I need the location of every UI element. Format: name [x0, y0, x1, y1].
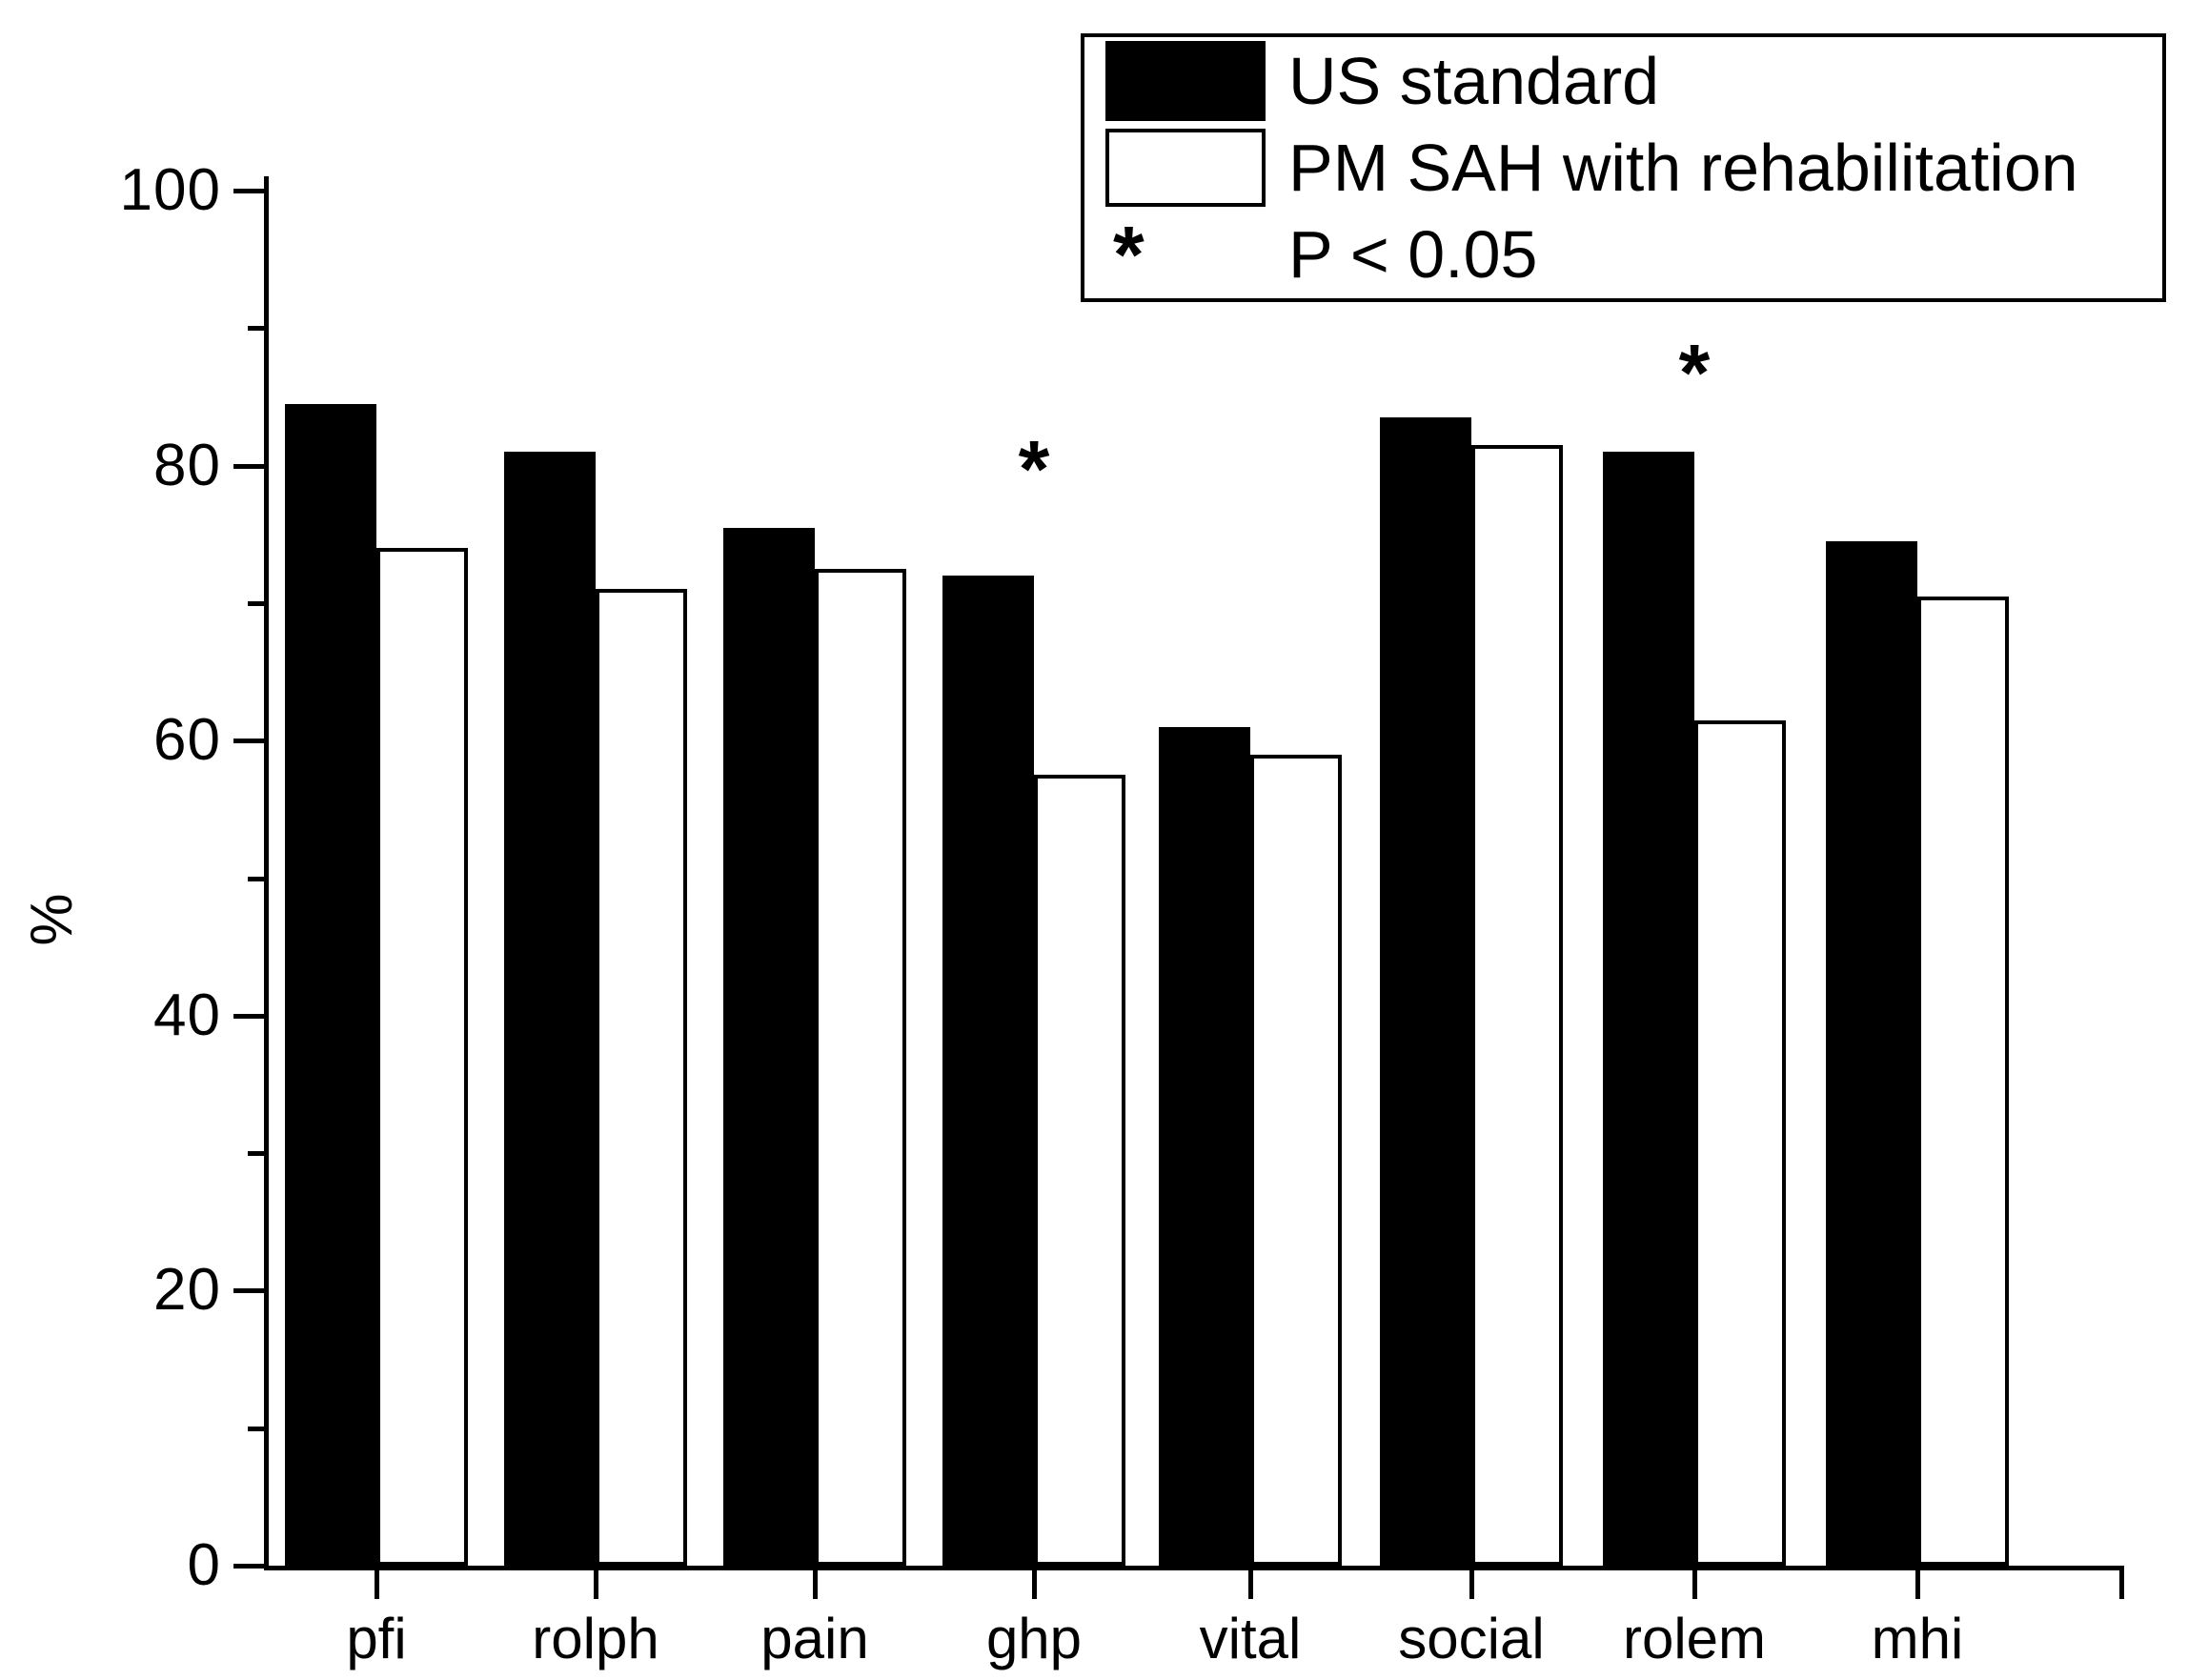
bar-us-standard-pfi [285, 403, 376, 1566]
bar-pm-sah-vital [1250, 754, 1342, 1566]
x-tick-social [1469, 1570, 1474, 1599]
y-major-tick [233, 1288, 264, 1294]
x-tick-rolem [1692, 1570, 1697, 1599]
bar-pm-sah-ghp [1034, 775, 1125, 1566]
x-tick-rolph [594, 1570, 598, 1599]
legend-item-us-standard: US standard [1084, 37, 2162, 124]
x-tick-label-pain: pain [760, 1607, 869, 1670]
x-axis-end-tick [2119, 1570, 2124, 1599]
y-major-tick [233, 1013, 264, 1019]
bar-pm-sah-social [1471, 444, 1563, 1566]
legend-swatch-white [1105, 128, 1266, 207]
x-tick-pfi [375, 1570, 379, 1599]
x-tick-ghp [1032, 1570, 1037, 1599]
y-tick-label: 100 [119, 157, 221, 223]
legend-significance-label: P < 0.05 [1288, 216, 1538, 292]
bar-us-standard-mhi [1826, 540, 1917, 1566]
bar-pm-sah-pain [815, 568, 906, 1566]
y-tick-label: 0 [187, 1532, 221, 1598]
y-tick-label: 40 [153, 982, 221, 1048]
legend-label-us-standard: US standard [1288, 43, 1660, 118]
x-tick-mhi [1915, 1570, 1920, 1599]
x-tick-label-rolem: rolem [1622, 1607, 1767, 1670]
x-tick-label-ghp: ghp [985, 1607, 1083, 1670]
legend-significance-row: * P < 0.05 [1084, 211, 2162, 297]
y-minor-tick [248, 876, 264, 881]
bar-pm-sah-rolem [1694, 719, 1786, 1566]
bar-pm-sah-pfi [376, 548, 468, 1566]
bar-us-standard-pain [723, 527, 815, 1566]
y-tick-label: 60 [153, 707, 221, 774]
y-minor-tick [248, 600, 264, 606]
bar-us-standard-rolem [1603, 452, 1694, 1566]
significance-asterisk-rolem: * [1678, 327, 1711, 417]
bar-pm-sah-mhi [1917, 596, 2009, 1566]
x-axis [264, 1566, 2124, 1570]
x-tick-label-vital: vital [1199, 1607, 1302, 1670]
y-tick-label: 80 [153, 432, 221, 498]
x-tick-vital [1248, 1570, 1253, 1599]
y-axis [264, 176, 269, 1570]
x-tick-label-rolph: rolph [532, 1607, 659, 1670]
bar-us-standard-vital [1159, 726, 1250, 1566]
significance-asterisk-ghp: * [1018, 423, 1050, 514]
y-major-tick [233, 1564, 264, 1569]
bar-us-standard-ghp [942, 576, 1034, 1566]
y-minor-tick [248, 326, 264, 332]
bar-us-standard-social [1380, 417, 1471, 1566]
bar-us-standard-rolph [504, 452, 596, 1566]
y-major-tick [233, 189, 264, 193]
y-minor-tick [248, 1426, 264, 1431]
y-major-tick [233, 739, 264, 744]
x-tick-pain [813, 1570, 818, 1599]
legend: US standard PM SAH with rehabilitation *… [1081, 33, 2166, 302]
asterisk-icon: * [1113, 209, 1145, 299]
x-tick-label-mhi: mhi [1871, 1607, 1964, 1670]
legend-label-pm-sah: PM SAH with rehabilitation [1288, 130, 2078, 205]
y-major-tick [233, 463, 264, 469]
y-tick-label: 20 [153, 1257, 221, 1324]
x-tick-label-pfi: pfi [346, 1607, 407, 1670]
legend-item-pm-sah: PM SAH with rehabilitation [1084, 124, 2162, 211]
bar-pm-sah-rolph [596, 589, 687, 1566]
legend-swatch-black [1105, 40, 1266, 121]
y-minor-tick [248, 1151, 264, 1157]
y-axis-title: % [19, 893, 85, 946]
x-tick-label-social: social [1398, 1607, 1545, 1670]
